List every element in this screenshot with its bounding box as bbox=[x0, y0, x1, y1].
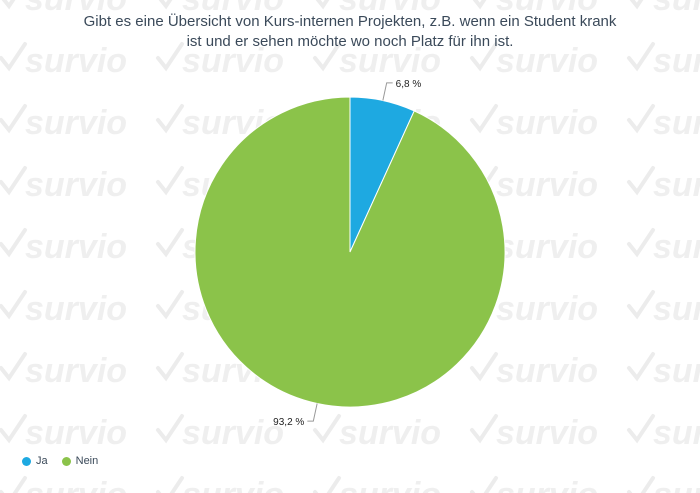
legend-marker-nein bbox=[61, 456, 71, 466]
legend-item-nein[interactable]: Nein bbox=[61, 455, 99, 467]
legend-label-ja: Ja bbox=[36, 455, 48, 467]
legend-label-nein: Nein bbox=[75, 455, 99, 467]
data-label-nein: 93,2 % bbox=[273, 417, 304, 428]
chart-title-line-2: ist und er sehen möchte wo noch Platz fü… bbox=[186, 33, 514, 50]
data-label-ja: 6,8 % bbox=[396, 79, 422, 90]
pie-slice-nein[interactable] bbox=[194, 96, 506, 408]
legend: Ja Nein bbox=[22, 455, 98, 467]
chart-title-line-1: Gibt es eine Übersicht von Kurs-internen… bbox=[83, 13, 617, 30]
legend-item-ja[interactable]: Ja bbox=[22, 455, 48, 467]
label-connector-nein bbox=[307, 403, 318, 422]
chart-title: Gibt es eine Übersicht von Kurs-internen… bbox=[0, 12, 700, 52]
legend-marker-ja bbox=[22, 456, 31, 466]
label-connector-ja bbox=[382, 82, 393, 101]
